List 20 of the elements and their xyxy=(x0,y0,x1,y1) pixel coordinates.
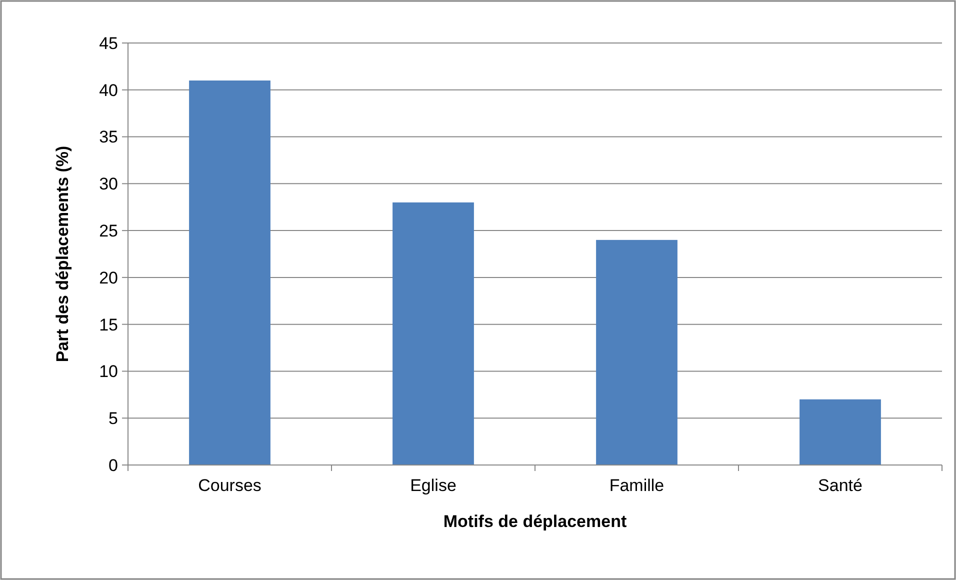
bar xyxy=(392,202,474,465)
y-tick-label: 10 xyxy=(99,362,118,382)
x-tick-label: Santé xyxy=(818,476,862,495)
x-tick-label: Famille xyxy=(609,476,664,495)
bar xyxy=(189,80,270,465)
x-tick-label: Eglise xyxy=(410,476,456,495)
y-tick-label: 5 xyxy=(108,409,118,428)
y-axis-title: Part des déplacements (%) xyxy=(53,146,72,362)
y-tick-label: 15 xyxy=(99,315,118,334)
y-tick-label: 35 xyxy=(99,128,118,147)
y-tick-label: 45 xyxy=(99,34,118,53)
bar xyxy=(800,399,881,465)
bar xyxy=(596,240,678,465)
y-tick-label: 25 xyxy=(99,222,118,241)
x-axis-title: Motifs de déplacement xyxy=(443,512,627,531)
y-tick-label: 40 xyxy=(99,80,118,100)
y-tick-label: 30 xyxy=(99,174,118,194)
x-tick-label: Courses xyxy=(198,476,262,495)
y-tick-label: 20 xyxy=(99,268,118,288)
y-tick-label: 0 xyxy=(108,456,118,475)
